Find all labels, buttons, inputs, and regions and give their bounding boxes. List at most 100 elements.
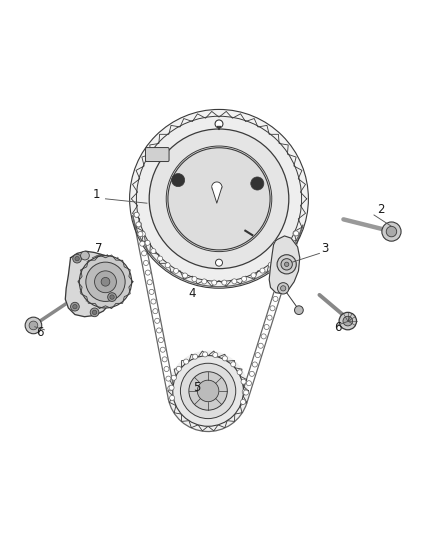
Circle shape [183, 273, 187, 278]
Circle shape [261, 334, 266, 339]
Circle shape [260, 268, 265, 273]
Circle shape [294, 306, 303, 314]
Circle shape [73, 304, 77, 309]
Circle shape [252, 362, 258, 367]
Circle shape [73, 254, 81, 263]
Text: 7: 7 [95, 242, 102, 255]
Polygon shape [212, 187, 222, 203]
Circle shape [278, 282, 289, 294]
Circle shape [249, 372, 254, 376]
Circle shape [162, 357, 167, 362]
Circle shape [177, 366, 181, 372]
Circle shape [151, 248, 156, 254]
Circle shape [95, 271, 117, 293]
Circle shape [143, 261, 148, 265]
Circle shape [215, 259, 223, 266]
Circle shape [283, 248, 287, 253]
Circle shape [267, 315, 272, 320]
Circle shape [164, 367, 169, 372]
Circle shape [29, 321, 38, 330]
Circle shape [232, 279, 237, 284]
Circle shape [173, 268, 179, 273]
Circle shape [25, 317, 42, 334]
Circle shape [222, 280, 227, 285]
Circle shape [90, 308, 99, 317]
Circle shape [281, 259, 292, 270]
Circle shape [173, 356, 244, 426]
Circle shape [251, 273, 256, 278]
Circle shape [171, 375, 177, 380]
Circle shape [180, 364, 236, 418]
Circle shape [273, 296, 278, 302]
Circle shape [268, 262, 273, 268]
Circle shape [386, 227, 397, 237]
FancyBboxPatch shape [145, 148, 169, 161]
Circle shape [140, 241, 145, 246]
Circle shape [237, 370, 242, 375]
Circle shape [240, 399, 246, 405]
Circle shape [251, 177, 264, 190]
Circle shape [145, 270, 150, 275]
Circle shape [231, 362, 236, 367]
Polygon shape [65, 251, 119, 317]
Circle shape [277, 255, 296, 274]
Circle shape [130, 109, 308, 288]
Circle shape [258, 343, 263, 348]
Circle shape [101, 277, 110, 286]
Circle shape [168, 386, 173, 391]
Circle shape [192, 277, 197, 281]
Circle shape [193, 354, 198, 359]
Circle shape [276, 256, 281, 261]
Circle shape [137, 222, 141, 227]
Circle shape [244, 390, 248, 395]
Circle shape [343, 316, 353, 326]
Circle shape [339, 312, 357, 330]
Circle shape [147, 280, 152, 285]
Circle shape [202, 352, 208, 357]
Circle shape [110, 295, 114, 299]
Text: 5: 5 [193, 381, 200, 394]
Circle shape [134, 212, 139, 217]
Polygon shape [269, 236, 300, 294]
Circle shape [145, 240, 150, 245]
Circle shape [285, 262, 289, 266]
Circle shape [382, 222, 401, 241]
Circle shape [212, 280, 217, 285]
Circle shape [242, 276, 247, 281]
Circle shape [241, 379, 246, 384]
Text: 1: 1 [92, 188, 100, 200]
Circle shape [198, 380, 219, 402]
Circle shape [247, 381, 251, 386]
Polygon shape [212, 182, 222, 192]
Circle shape [165, 263, 170, 268]
Circle shape [166, 376, 171, 381]
Circle shape [189, 372, 227, 410]
Circle shape [156, 328, 162, 333]
Circle shape [288, 240, 293, 245]
Circle shape [223, 356, 227, 361]
Circle shape [293, 231, 299, 236]
Circle shape [138, 231, 143, 237]
Circle shape [136, 222, 141, 227]
Circle shape [159, 337, 163, 343]
Circle shape [293, 231, 298, 236]
Circle shape [153, 309, 158, 314]
Circle shape [255, 352, 260, 358]
Text: 6: 6 [334, 321, 341, 334]
Circle shape [290, 240, 296, 245]
Circle shape [155, 318, 160, 324]
Circle shape [79, 256, 132, 308]
Circle shape [140, 231, 145, 237]
Circle shape [134, 212, 139, 217]
Circle shape [108, 293, 117, 302]
Text: 6: 6 [36, 326, 44, 340]
Circle shape [215, 120, 223, 128]
Circle shape [264, 325, 269, 329]
Circle shape [170, 395, 175, 400]
Circle shape [141, 251, 147, 256]
Circle shape [276, 287, 281, 292]
Circle shape [160, 347, 165, 352]
Circle shape [279, 278, 284, 282]
Circle shape [86, 262, 125, 302]
Circle shape [151, 299, 156, 304]
